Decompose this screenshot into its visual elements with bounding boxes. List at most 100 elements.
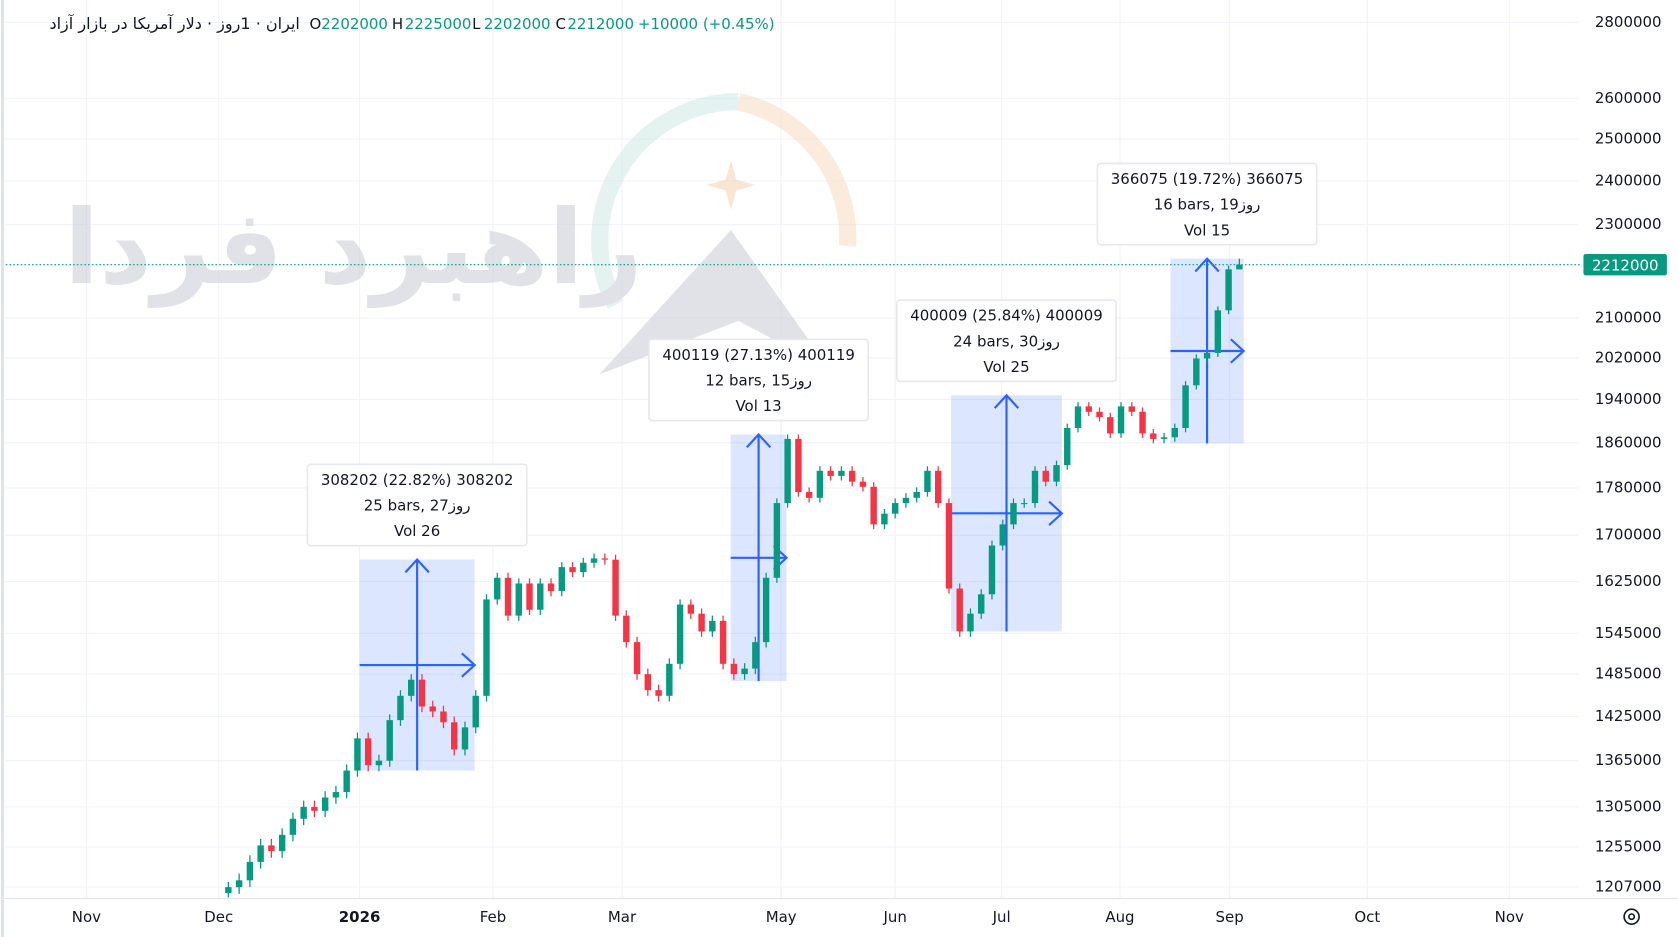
candle-body (321, 797, 329, 811)
measure-label: 25 bars, 27روز (364, 497, 471, 515)
y-tick-label: 2500000 (1595, 129, 1662, 147)
x-tick-label: Aug (1105, 908, 1134, 926)
candle-body (515, 583, 522, 616)
candle-body (719, 620, 727, 664)
x-tick-label: Mar (608, 908, 637, 926)
y-tick-label: 2020000 (1595, 348, 1662, 366)
measure-label: 12 bars, 15روز (705, 371, 812, 389)
measure-label: 16 bars, 19روز (1154, 196, 1261, 214)
x-tick-label: Dec (204, 908, 233, 926)
candle-body (676, 604, 684, 664)
y-tick-label: 1425000 (1595, 707, 1662, 725)
x-tick-label: Jun (882, 908, 906, 926)
measure-label-box (896, 299, 1117, 383)
candle-body (537, 583, 544, 610)
candle-body (386, 720, 393, 761)
x-tick-label: May (766, 908, 797, 926)
measure-label: 24 bars, 30روز (953, 332, 1060, 350)
settings-hub (1628, 913, 1636, 921)
candle-body (1160, 437, 1168, 439)
candle-body (246, 861, 254, 881)
x-tick-label: Sep (1216, 908, 1244, 926)
ohlc-value: 2202000 (321, 15, 388, 33)
watermark: راهبرد فردا (64, 93, 857, 375)
candle-body (526, 583, 533, 610)
candle-body (364, 738, 372, 766)
symbol-title: ایران · 1روز · دلار آمریکا در بازار آزاد (49, 14, 299, 34)
measure-arrowhead (1230, 338, 1246, 364)
candle-body (494, 577, 501, 600)
measure-arrowhead (746, 432, 772, 449)
candle-body (913, 492, 920, 498)
measure-label: Vol 15 (1184, 221, 1230, 239)
candle-body (924, 470, 931, 493)
y-tick-label: 1940000 (1595, 390, 1662, 408)
measure-label-box (1096, 162, 1318, 246)
candle-body (1031, 470, 1039, 504)
ohlc-label: L (472, 15, 481, 33)
plot: 308202 (22.82%) 308202 25 bars, 27روز Vol … (5, 162, 1582, 898)
candle-body (881, 513, 888, 525)
candle-body (934, 470, 942, 504)
candle-body (1064, 427, 1071, 466)
candle-body (870, 486, 877, 525)
candle-body (343, 770, 350, 793)
candle-body (1171, 427, 1179, 438)
candle-body (709, 620, 716, 632)
candle-body (375, 760, 383, 766)
candle-body (795, 438, 802, 493)
candle-body (1042, 470, 1049, 482)
logo-peak (599, 229, 830, 375)
last-price-label: 2212000 (1592, 256, 1659, 274)
candle-body (504, 577, 512, 616)
candle-body (1010, 503, 1017, 525)
ohlc-label: O (310, 15, 322, 33)
candle-body (666, 663, 673, 696)
candle-body (816, 470, 824, 498)
y-tick-label: 1207000 (1595, 878, 1662, 896)
candle-body (1085, 406, 1092, 412)
measure-arrowhead (404, 557, 430, 574)
candle-body (891, 503, 899, 514)
candle-body (268, 845, 275, 852)
ohlc-label: H (392, 15, 403, 33)
candle-body (838, 470, 845, 476)
axes: 1207000 1255000 1305000 1365000 1425000 14850… (72, 13, 1667, 926)
candle-body (397, 695, 404, 721)
settings-ring (1623, 908, 1640, 925)
x-tick-label: 2026 (339, 908, 381, 926)
candle-body (1203, 352, 1211, 359)
candle-body (1193, 358, 1200, 386)
watermark-text: راهبرد فردا (64, 189, 643, 308)
ohlc-value: 2212000 (567, 15, 634, 33)
y-tick-label: 2300000 (1595, 215, 1662, 233)
x-tick-label: Oct (1354, 908, 1380, 926)
y-tick-label: 2100000 (1595, 309, 1662, 327)
candle-body (590, 558, 598, 563)
candle-body (461, 727, 469, 750)
candle-body (408, 679, 415, 696)
candle-body (805, 492, 813, 498)
y-tick-label: 1780000 (1595, 478, 1662, 496)
ohlc-label: C (556, 15, 566, 33)
candle-body (999, 524, 1006, 546)
y-tick-label: 1365000 (1595, 751, 1662, 769)
ohlc-value: 2202000 (484, 15, 551, 33)
candle-body (1225, 269, 1232, 311)
measure-label: Vol 13 (735, 397, 781, 415)
measure (951, 393, 1064, 632)
candle-body (988, 545, 996, 595)
measure-label-box (306, 463, 528, 547)
candle-body (332, 792, 340, 798)
candle-body (1214, 310, 1222, 353)
last-price-tag (1583, 254, 1667, 276)
x-tick-label: Nov (72, 908, 101, 926)
candle-body (483, 599, 490, 696)
measure-arrowhead (1048, 500, 1064, 526)
candle-body (1117, 406, 1125, 434)
settings-icon[interactable] (1623, 908, 1640, 925)
x-tick-label: Feb (480, 908, 507, 926)
